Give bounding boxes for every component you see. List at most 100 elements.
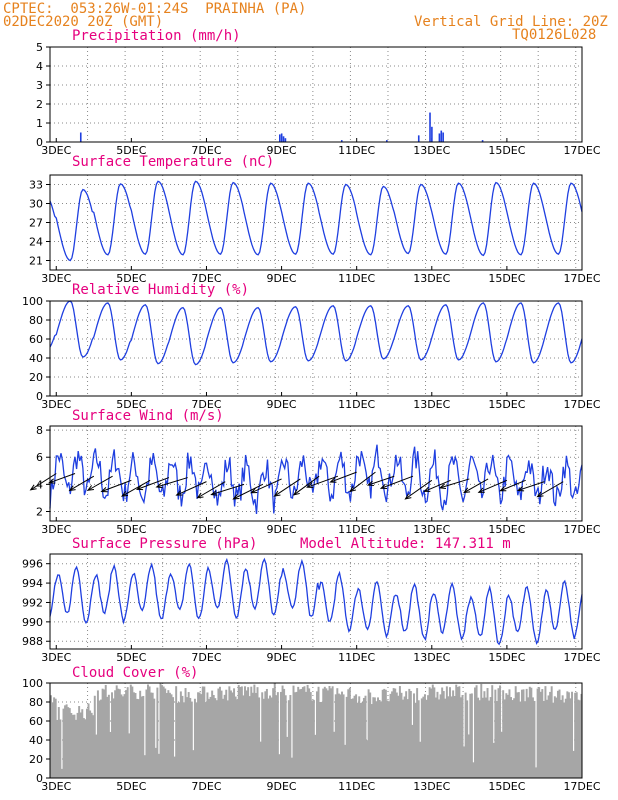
cloud-bar (458, 686, 461, 778)
cloud-bar (53, 697, 56, 778)
x-tick-label: 17DEC (563, 523, 600, 536)
cloud-bar (467, 734, 470, 778)
precip-bar (340, 140, 343, 142)
y-tick-label: 4 (36, 478, 43, 491)
cloud-bar (339, 694, 342, 778)
cloud-bar (449, 687, 451, 778)
cloud-bar (214, 698, 217, 778)
cloud-bar (425, 699, 428, 778)
cloud-bar (118, 689, 121, 778)
wind-vector-head (155, 482, 163, 489)
cloud-bar (402, 699, 405, 778)
x-tick-label: 3DEC (41, 523, 71, 536)
y-tick-label: 20 (29, 371, 43, 384)
wind-vector (293, 475, 320, 496)
cloud-bar (303, 686, 306, 778)
wind-vector (367, 475, 395, 486)
cloud-bar (381, 689, 384, 778)
cloud-bar (65, 704, 68, 778)
cloud-bar (574, 692, 577, 778)
cloud-bar (60, 768, 63, 778)
cloud-bar (553, 696, 556, 778)
cloud-bar (326, 690, 329, 778)
x-tick-label: 7DEC (191, 272, 221, 285)
precip-bar (429, 112, 431, 142)
cloud-bar (389, 693, 392, 778)
cloud-bar (301, 687, 304, 778)
cloud-bar (162, 686, 165, 778)
y-tick-label: 2 (36, 98, 43, 111)
wind-vector-head (29, 484, 37, 491)
cloud-bar (383, 688, 386, 778)
x-tick-label: 5DEC (116, 523, 146, 536)
x-tick-label: 15DEC (488, 651, 525, 664)
wind-vector (101, 479, 132, 492)
cloud-bar (445, 686, 448, 778)
cloud-bar (184, 688, 187, 778)
cloud-bar (298, 689, 301, 778)
cloud-bar (531, 697, 534, 778)
cloud-bar (580, 693, 583, 778)
cloud-bar (103, 689, 106, 778)
wind-vector-head (423, 486, 431, 492)
cloud-bar (538, 687, 541, 778)
cloud-bar (71, 714, 74, 778)
cloud-bar (129, 684, 132, 778)
wind-vector (424, 479, 451, 492)
y-tick-label: 8 (36, 424, 43, 437)
wind-vector (330, 471, 357, 483)
wind-vector-head (48, 478, 56, 484)
cloud-bar (463, 746, 466, 778)
cloud-bar (472, 762, 475, 778)
cloud-bar (215, 700, 218, 778)
cloud-bar (530, 687, 533, 778)
cloud-bar (167, 690, 170, 778)
cloud-bar (287, 700, 290, 778)
precip-bar (431, 126, 433, 142)
cloud-bar (439, 694, 442, 778)
cloud-bar (189, 697, 192, 778)
wind-vector (121, 479, 151, 497)
cloud-bar (54, 698, 57, 778)
x-tick-label: 11DEC (338, 144, 375, 157)
cloud-bar (409, 691, 412, 778)
cloud-bar (489, 697, 492, 778)
cloud-bar (201, 686, 204, 778)
cloud-bar (208, 698, 210, 778)
wind-vector-head (306, 482, 314, 489)
cloud-bar (281, 685, 284, 778)
y-tick-label: 33 (29, 179, 43, 192)
cloud-bar (398, 686, 401, 778)
cloud-bar (273, 683, 276, 778)
cloud-bar (142, 695, 145, 778)
cloud-bar (112, 698, 115, 778)
cloud-bar (505, 693, 508, 778)
cloud-bar (517, 692, 520, 778)
cloud-bar (100, 699, 103, 778)
cloud-bar (491, 685, 494, 778)
wind-vector (49, 473, 76, 484)
wind-vector (211, 483, 245, 496)
cloud-bar (539, 691, 542, 778)
cloud-bar (148, 686, 151, 778)
wind-vector-head (232, 493, 240, 500)
cloud-bar (541, 689, 544, 778)
panel-6-frame (49, 682, 583, 779)
cloud-bar (314, 734, 317, 778)
cloud-bar (165, 693, 168, 778)
cloud-bar (250, 686, 253, 778)
panel-1-frame (49, 46, 583, 143)
cloud-bar (333, 731, 336, 778)
cloud-bar (269, 695, 272, 778)
y-tick-label: 3 (36, 79, 43, 92)
cloud-bar (286, 736, 289, 778)
cloud-bar (183, 702, 185, 778)
panel-4-title: Surface Wind (m/s) (72, 408, 224, 424)
cloud-bar (392, 688, 395, 778)
cloud-bar (98, 700, 101, 778)
wind-vector (176, 481, 207, 496)
cloud-bar (220, 690, 223, 778)
x-tick-label: 7DEC (191, 651, 221, 664)
cloud-bar (572, 750, 575, 778)
pressure-line (49, 557, 583, 646)
